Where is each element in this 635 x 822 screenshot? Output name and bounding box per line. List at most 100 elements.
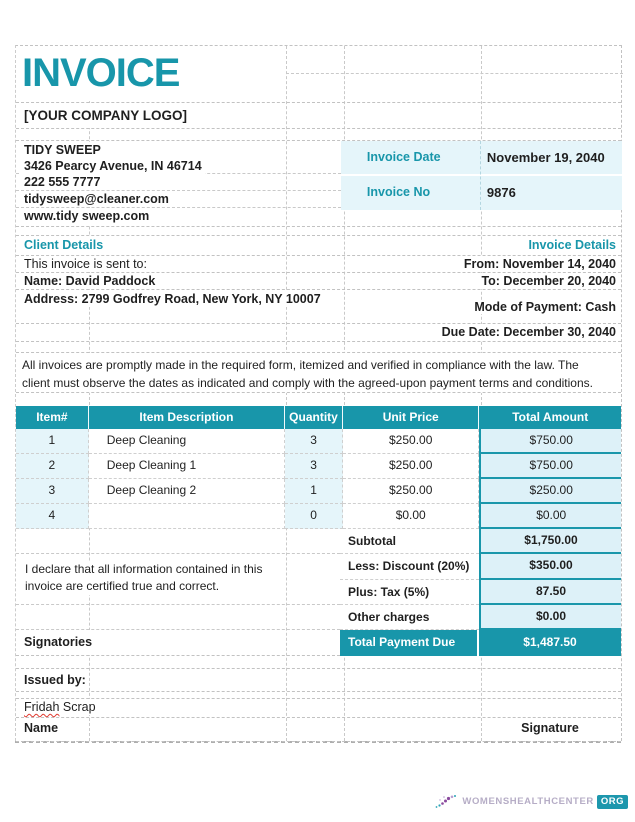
items-table-header: Item# Item Description Quantity Unit Pri… bbox=[16, 406, 621, 429]
invoice-date-row: Invoice Date November 19, 2040 bbox=[340, 141, 622, 176]
item-qty: 3 bbox=[285, 454, 343, 479]
item-desc: Deep Cleaning 1 bbox=[88, 454, 286, 479]
issuer-first-name: Fridah bbox=[24, 700, 60, 714]
company-logo-placeholder: [YOUR COMPANY LOGO] bbox=[21, 103, 191, 128]
item-qty: 1 bbox=[285, 479, 343, 504]
col-header-unit-price: Unit Price bbox=[343, 406, 480, 429]
empty-cell-row bbox=[16, 529, 340, 554]
summary-value: $0.00 bbox=[479, 605, 621, 630]
footer-brand: WOMENSHEALTHCENTER ORG bbox=[435, 794, 628, 809]
company-phone-row: 222 555 7777 bbox=[16, 174, 341, 191]
total-payment-row: Total Payment Due $1,487.50 bbox=[340, 630, 621, 656]
item-unit: $250.00 bbox=[342, 429, 480, 454]
declaration-text: I declare that all information contained… bbox=[22, 561, 278, 595]
item-num: 4 bbox=[16, 504, 89, 529]
client-details-title: Client Details bbox=[21, 236, 107, 255]
item-num: 2 bbox=[16, 454, 89, 479]
signatories-row: Signatories bbox=[16, 630, 340, 656]
summary-row: Other charges $0.00 bbox=[340, 605, 621, 630]
invoice-title: INVOICE bbox=[16, 46, 184, 100]
grid-column-line bbox=[344, 46, 345, 741]
invoice-date-label: Invoice Date bbox=[366, 150, 441, 164]
payment-mode: Mode of Payment: Cash bbox=[471, 299, 619, 314]
spacer-row bbox=[16, 393, 621, 406]
grid-column-line bbox=[481, 46, 482, 741]
summary-label: Subtotal bbox=[340, 529, 479, 554]
company-email-row: tidysweep@cleaner.com bbox=[16, 191, 341, 208]
details-row-3: Address: 2799 Godfrey Road, New York, NY… bbox=[16, 290, 621, 324]
summary-value: 87.50 bbox=[479, 580, 621, 605]
company-name-address: TIDY SWEEP 3426 Pearcy Avenue, IN 46714 bbox=[16, 141, 341, 174]
summary-row: Plus: Tax (5%) 87.50 bbox=[340, 580, 621, 605]
item-desc bbox=[88, 504, 286, 529]
issuer-name: Fridah Scrap bbox=[21, 699, 99, 715]
item-unit: $250.00 bbox=[342, 454, 480, 479]
total-payment-value: $1,487.50 bbox=[523, 635, 577, 649]
grid-column-line bbox=[286, 46, 287, 741]
empty-cell-row bbox=[16, 605, 340, 630]
item-unit: $0.00 bbox=[342, 504, 480, 529]
col-header-total: Total Amount bbox=[512, 410, 589, 424]
spacer-row bbox=[16, 129, 621, 141]
issued-by-row: Issued by: bbox=[16, 669, 621, 692]
issuer-last-name: Scrap bbox=[62, 700, 96, 714]
table-row: 2 Deep Cleaning 1 3 $250.00 $750.00 bbox=[16, 454, 621, 479]
spacer-row bbox=[16, 227, 621, 236]
invoice-from: From: November 14, 2040 bbox=[460, 256, 619, 272]
items-table: Item# Item Description Quantity Unit Pri… bbox=[16, 406, 621, 656]
invoice-meta-area: Invoice Date November 19, 2040 Invoice N… bbox=[340, 141, 622, 226]
company-website: www.tidy sweep.com bbox=[21, 208, 153, 225]
item-qty: 0 bbox=[285, 504, 343, 529]
item-desc: Deep Cleaning bbox=[88, 429, 286, 454]
summary-label: Less: Discount (20%) bbox=[340, 554, 479, 580]
summary-left: I declare that all information contained… bbox=[16, 529, 340, 656]
summary-row: Less: Discount (20%) $350.00 bbox=[340, 554, 621, 580]
invoice-number-value: 9876 bbox=[486, 185, 516, 200]
item-total: $750.00 bbox=[479, 454, 621, 479]
invoice-to: To: December 20, 2040 bbox=[478, 273, 619, 289]
col-header-description: Item Description bbox=[89, 406, 286, 429]
item-num: 1 bbox=[16, 429, 89, 454]
issued-by-label: Issued by: bbox=[21, 669, 89, 691]
declaration-row: I declare that all information contained… bbox=[16, 554, 340, 605]
brand-dots-icon bbox=[435, 795, 457, 808]
sheet-area: INVOICE [YOUR COMPANY LOGO] TIDY SWEEP 3… bbox=[15, 45, 623, 742]
col-header-item-num: Item# bbox=[16, 406, 89, 429]
invoice-number-label: Invoice No bbox=[366, 185, 431, 199]
invoice-number-row: Invoice No 9876 bbox=[341, 176, 622, 208]
details-row-1: This invoice is sent to: From: November … bbox=[16, 256, 621, 273]
signature-label-wrap: Signature bbox=[479, 718, 621, 741]
item-qty: 3 bbox=[285, 429, 343, 454]
summary-label: Other charges bbox=[340, 605, 479, 630]
invoice-meta-box: Invoice Date November 19, 2040 Invoice N… bbox=[340, 141, 622, 210]
name-label: Name bbox=[21, 718, 62, 739]
spacer-row bbox=[16, 656, 621, 669]
footer-org-badge: ORG bbox=[596, 794, 628, 809]
spacer-row bbox=[16, 342, 621, 353]
client-address-wrap: Address: 2799 Godfrey Road, New York, NY… bbox=[21, 290, 326, 323]
item-num: 3 bbox=[16, 479, 89, 504]
details-row-4: Due Date: December 30, 2040 bbox=[16, 324, 621, 342]
page-break-line bbox=[15, 741, 622, 743]
name-signature-row: Name Signature bbox=[16, 718, 621, 742]
company-website-row: www.tidy sweep.com bbox=[16, 208, 341, 227]
grid-row-line bbox=[286, 73, 623, 74]
company-email: tidysweep@cleaner.com bbox=[21, 191, 172, 207]
table-row: 3 Deep Cleaning 2 1 $250.00 $250.00 bbox=[16, 479, 621, 504]
grid-column-line bbox=[479, 141, 481, 210]
item-total: $250.00 bbox=[479, 479, 621, 504]
item-unit: $250.00 bbox=[342, 479, 480, 504]
table-row: 1 Deep Cleaning 3 $250.00 $750.00 bbox=[16, 429, 621, 454]
due-date: Due Date: December 30, 2040 bbox=[438, 324, 619, 341]
terms-note: All invoices are promptly made in the re… bbox=[16, 353, 621, 393]
issuer-name-row: Fridah Scrap bbox=[16, 699, 621, 718]
item-total: $750.00 bbox=[479, 429, 621, 454]
summary-label: Plus: Tax (5%) bbox=[340, 580, 479, 605]
summary-section: I declare that all information contained… bbox=[16, 529, 621, 656]
col-header-quantity: Quantity bbox=[285, 406, 343, 429]
grid-column-line bbox=[89, 46, 90, 741]
invoice-date-value: November 19, 2040 bbox=[486, 150, 605, 165]
footer-brand-text: WOMENSHEALTHCENTER bbox=[462, 796, 594, 807]
item-desc: Deep Cleaning 2 bbox=[88, 479, 286, 504]
item-total: $0.00 bbox=[479, 504, 621, 529]
